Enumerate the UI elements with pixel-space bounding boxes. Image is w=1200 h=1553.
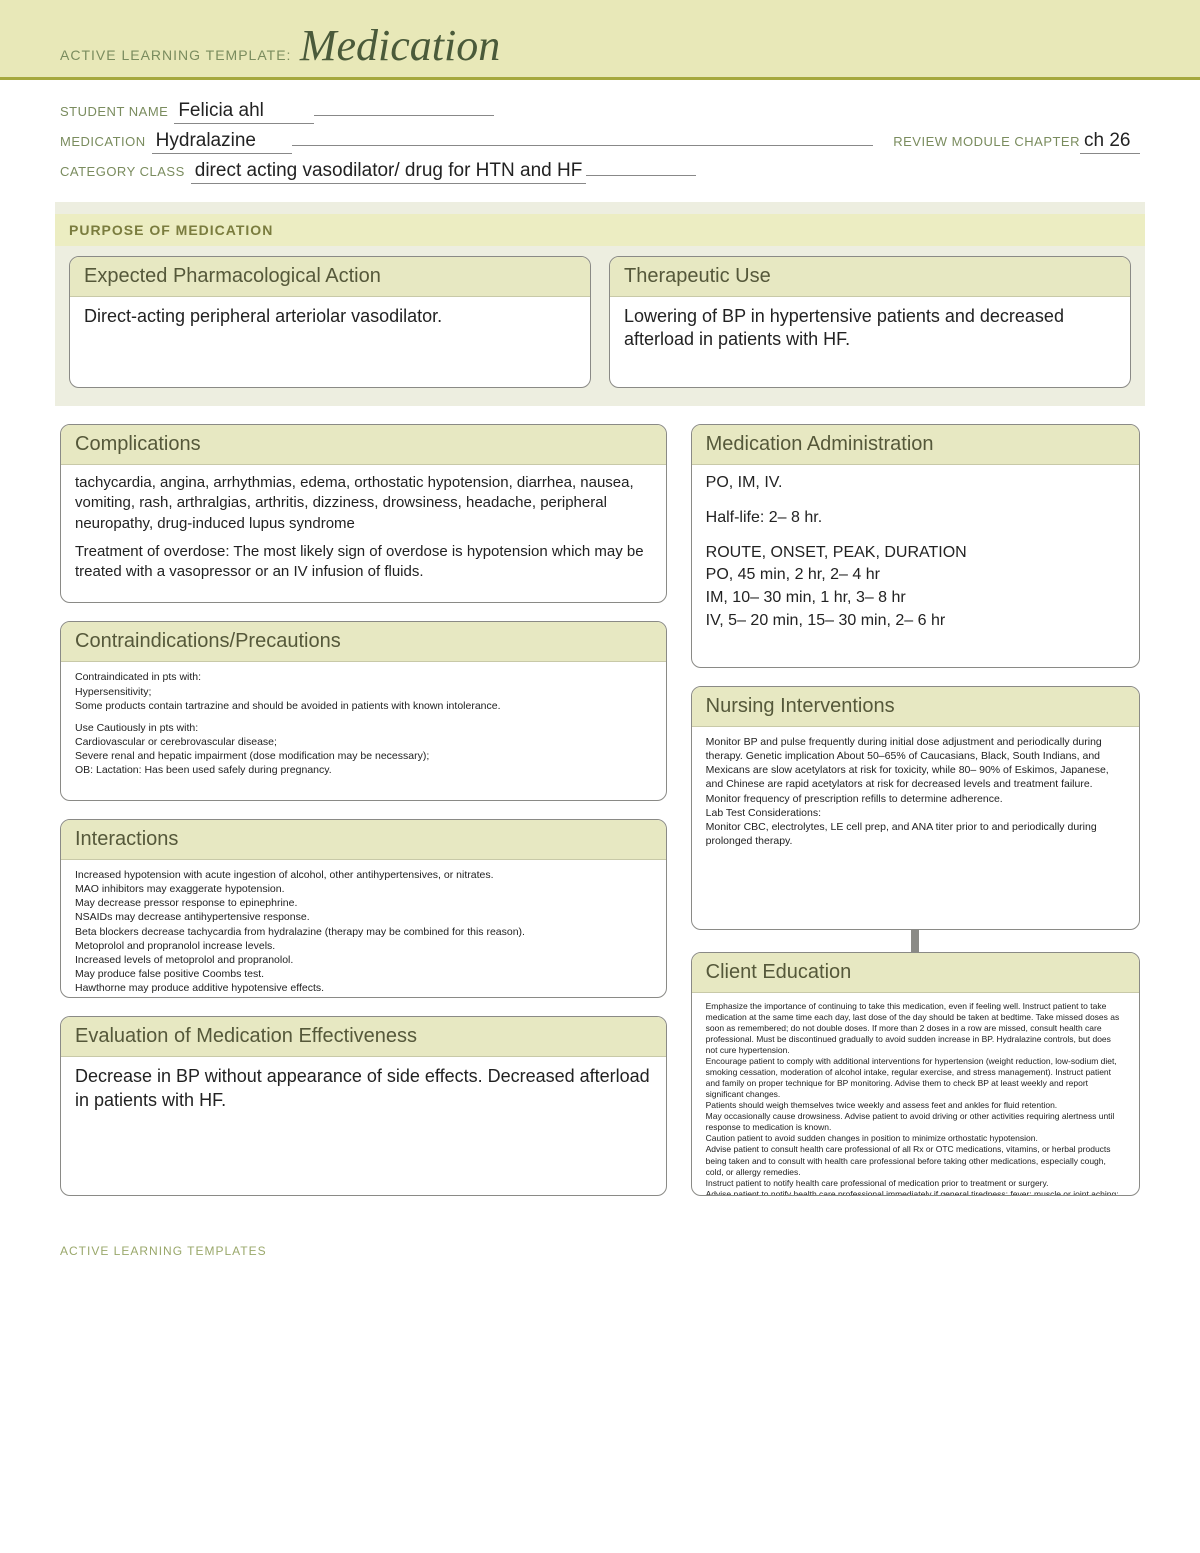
administration-body: PO, IM, IV. Half-life: 2– 8 hr. ROUTE, O… xyxy=(692,465,1139,646)
education-box: Client Education Emphasize the importanc… xyxy=(691,952,1140,1196)
edu-p6: Advise patient to consult health care pr… xyxy=(706,1144,1125,1177)
administration-box: Medication Administration PO, IM, IV. Ha… xyxy=(691,424,1140,668)
int-p2: MAO inhibitors may exaggerate hypotensio… xyxy=(75,882,652,896)
contra-p6: Severe renal and hepatic impairment (dos… xyxy=(75,749,652,763)
edu-p2: Encourage patient to comply with additio… xyxy=(706,1056,1125,1100)
line xyxy=(292,133,874,146)
pharm-body: Direct-acting peripheral arteriolar vaso… xyxy=(70,297,590,387)
complications-body: tachycardia, angina, arrhythmias, edema,… xyxy=(61,465,666,596)
contraindications-title: Contraindications/Precautions xyxy=(61,622,666,662)
int-p4: NSAIDs may decrease antihypertensive res… xyxy=(75,910,652,924)
contra-p3: Some products contain tartrazine and sho… xyxy=(75,699,652,713)
therapeutic-body: Lowering of BP in hypertensive patients … xyxy=(610,297,1130,387)
header-band: ACTIVE LEARNING TEMPLATE: Medication xyxy=(0,0,1200,80)
admin-p5: IM, 10– 30 min, 1 hr, 3– 8 hr xyxy=(706,588,1125,609)
contra-p7: OB: Lactation: Has been used safely duri… xyxy=(75,763,652,777)
nursing-title: Nursing Interventions xyxy=(692,687,1139,727)
nurse-p1: Monitor BP and pulse frequently during i… xyxy=(706,735,1125,792)
purpose-heading: PURPOSE OF MEDICATION xyxy=(55,214,1145,246)
interactions-title: Interactions xyxy=(61,820,666,860)
contraindications-box: Contraindications/Precautions Contraindi… xyxy=(60,621,667,800)
admin-p1: PO, IM, IV. xyxy=(706,473,1125,494)
int-p9: Hawthorne may produce additive hypotensi… xyxy=(75,981,652,995)
int-p8: May produce false positive Coombs test. xyxy=(75,967,652,981)
education-body: Emphasize the importance of continuing t… xyxy=(692,993,1139,1196)
evaluation-body: Decrease in BP without appearance of sid… xyxy=(61,1057,666,1137)
pharm-action-box: Expected Pharmacological Action Direct-a… xyxy=(69,256,591,388)
contra-p4: Use Cautiously in pts with: xyxy=(75,721,652,735)
complications-title: Complications xyxy=(61,425,666,465)
admin-p2: Half-life: 2– 8 hr. xyxy=(706,508,1125,529)
nurse-p2: Monitor frequency of prescription refill… xyxy=(706,792,1125,806)
left-column: Complications tachycardia, angina, arrhy… xyxy=(60,424,667,1214)
edu-p1: Emphasize the importance of continuing t… xyxy=(706,1001,1125,1056)
edu-p7: Instruct patient to notify health care p… xyxy=(706,1178,1125,1189)
int-p1: Increased hypotension with acute ingesti… xyxy=(75,868,652,882)
administration-title: Medication Administration xyxy=(692,425,1139,465)
education-title: Client Education xyxy=(692,953,1139,993)
admin-p4: PO, 45 min, 2 hr, 2– 4 hr xyxy=(706,565,1125,586)
complications-p1: tachycardia, angina, arrhythmias, edema,… xyxy=(75,473,652,534)
footer: ACTIVE LEARNING TEMPLATES xyxy=(0,1214,1200,1278)
pharm-title: Expected Pharmacological Action xyxy=(70,257,590,297)
int-p5: Beta blockers decrease tachycardia from … xyxy=(75,925,652,939)
int-p7: Increased levels of metoprolol and propr… xyxy=(75,953,652,967)
contraindications-body: Contraindicated in pts with: Hypersensit… xyxy=(61,662,666,791)
int-p6: Metoprolol and propranolol increase leve… xyxy=(75,939,652,953)
purpose-section: PURPOSE OF MEDICATION Expected Pharmacol… xyxy=(55,202,1145,406)
medication-value: Hydralazine xyxy=(152,130,292,154)
main-grid: Complications tachycardia, angina, arrhy… xyxy=(0,406,1200,1214)
edu-p4: May occasionally cause drowsiness. Advis… xyxy=(706,1111,1125,1133)
int-p3: May decrease pressor response to epineph… xyxy=(75,896,652,910)
nurse-p3: Lab Test Considerations: xyxy=(706,806,1125,820)
nurse-p4: Monitor CBC, electrolytes, LE cell prep,… xyxy=(706,820,1125,848)
review-label: REVIEW MODULE CHAPTER xyxy=(893,134,1080,149)
fields-section: STUDENT NAME Felicia ahl MEDICATION Hydr… xyxy=(0,80,1200,202)
edu-p3: Patients should weigh themselves twice w… xyxy=(706,1100,1125,1111)
student-row: STUDENT NAME Felicia ahl xyxy=(60,100,1140,124)
connector xyxy=(911,930,919,952)
medication-row: MEDICATION Hydralazine REVIEW MODULE CHA… xyxy=(60,130,1140,154)
review-value: ch 26 xyxy=(1080,130,1140,154)
student-value: Felicia ahl xyxy=(174,100,314,124)
nursing-box: Nursing Interventions Monitor BP and pul… xyxy=(691,686,1140,930)
category-value: direct acting vasodilator/ drug for HTN … xyxy=(191,160,587,184)
contra-p1: Contraindicated in pts with: xyxy=(75,670,652,684)
evaluation-box: Evaluation of Medication Effectiveness D… xyxy=(60,1016,667,1195)
interactions-body: Increased hypotension with acute ingesti… xyxy=(61,860,666,998)
therapeutic-use-box: Therapeutic Use Lowering of BP in hypert… xyxy=(609,256,1131,388)
category-label: CATEGORY CLASS xyxy=(60,164,185,179)
complications-p2: Treatment of overdose: The most likely s… xyxy=(75,542,652,583)
admin-p6: IV, 5– 20 min, 15– 30 min, 2– 6 hr xyxy=(706,611,1125,632)
header-label: ACTIVE LEARNING TEMPLATE: xyxy=(60,47,291,63)
line xyxy=(586,163,696,176)
therapeutic-title: Therapeutic Use xyxy=(610,257,1130,297)
complications-box: Complications tachycardia, angina, arrhy… xyxy=(60,424,667,603)
evaluation-title: Evaluation of Medication Effectiveness xyxy=(61,1017,666,1057)
contra-p5: Cardiovascular or cerebrovascular diseas… xyxy=(75,735,652,749)
student-label: STUDENT NAME xyxy=(60,104,168,119)
admin-p3: ROUTE, ONSET, PEAK, DURATION xyxy=(706,543,1125,564)
page: ACTIVE LEARNING TEMPLATE: Medication STU… xyxy=(0,0,1200,1278)
nursing-body: Monitor BP and pulse frequently during i… xyxy=(692,727,1139,887)
edu-p8: Advise patient to notify health care pro… xyxy=(706,1189,1125,1196)
contra-p2: Hypersensitivity; xyxy=(75,685,652,699)
medication-label: MEDICATION xyxy=(60,134,146,149)
line xyxy=(314,103,494,116)
interactions-box: Interactions Increased hypotension with … xyxy=(60,819,667,998)
header-title: Medication xyxy=(300,20,500,71)
category-row: CATEGORY CLASS direct acting vasodilator… xyxy=(60,160,1140,184)
edu-p5: Caution patient to avoid sudden changes … xyxy=(706,1133,1125,1144)
right-column: Medication Administration PO, IM, IV. Ha… xyxy=(691,424,1140,1214)
